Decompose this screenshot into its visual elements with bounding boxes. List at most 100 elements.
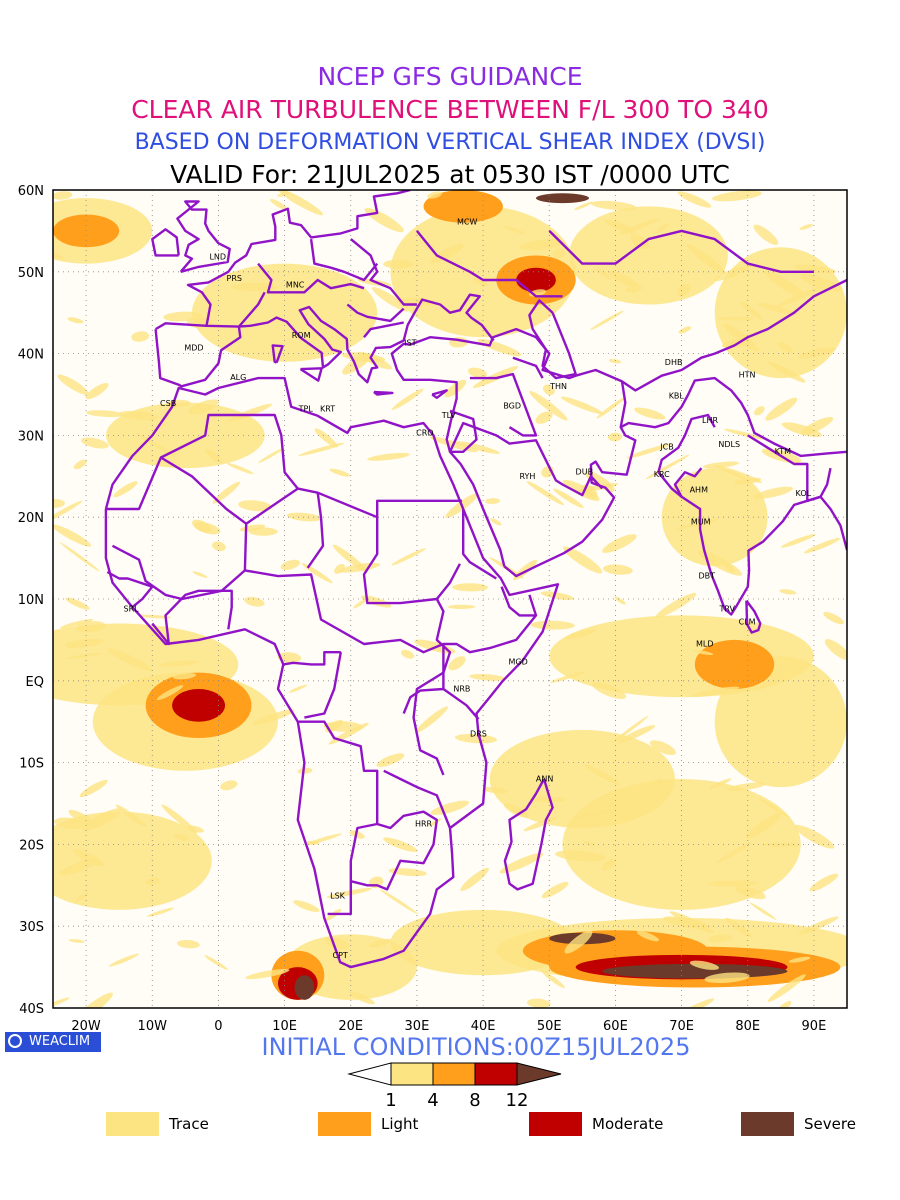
turbulence-streak (288, 684, 308, 693)
turbulence-streak (608, 358, 622, 364)
turbulence-streak (530, 620, 575, 630)
turbulence-streak (53, 524, 92, 547)
station-label: MDD (184, 343, 203, 352)
turbulence-streak (72, 849, 105, 867)
turbulence-area-trace (661, 468, 768, 567)
turbulence-streak (649, 740, 676, 756)
turbulence-streak (677, 518, 719, 530)
boundary-line (548, 229, 814, 273)
lon-label: 70E (669, 1019, 694, 1034)
turbulence-streak (314, 428, 338, 448)
turbulence-streak (297, 767, 313, 774)
turbulence-streak (65, 597, 90, 610)
turbulence-streak (724, 428, 765, 440)
turbulence-streak (603, 564, 633, 575)
station-label: PRS (227, 274, 242, 283)
turbulence-streak (691, 686, 740, 697)
turbulence-streak (607, 270, 643, 290)
turbulence-streak (824, 639, 847, 661)
station-label: MLD (696, 639, 714, 648)
station-label: MGD (509, 657, 528, 666)
boundary-line (503, 778, 554, 891)
latitude-labels: 60N 50N 40N 30N 20N 10N EQ 10S 20S 30S 40S (18, 184, 44, 1017)
turbulence-streak (68, 939, 85, 943)
weaclim-logo: WEACLIM (5, 1032, 101, 1052)
turbulence-streak (192, 571, 208, 578)
turbulence-streak (430, 243, 464, 264)
turbulence-streak (526, 480, 565, 506)
title-product: NCEP GFS GUIDANCE (317, 62, 583, 91)
lat-label: EQ (26, 675, 44, 690)
turbulence-streak (172, 834, 190, 841)
turbulence-streak (550, 671, 586, 683)
turbulence-streak (119, 410, 159, 421)
station-label: TLV (441, 411, 456, 420)
station-label: IST (404, 338, 416, 347)
turbulence-streak (634, 407, 666, 420)
turbulence-streak (543, 384, 555, 396)
logo-text: WEACLIM (29, 1034, 91, 1049)
turbulence-streak (145, 877, 160, 885)
turbulence-streak (53, 997, 70, 1008)
turbulence-streak (583, 841, 596, 846)
station-label: KRT (320, 405, 335, 414)
turbulence-streak (611, 715, 649, 744)
station-label: DUB (576, 468, 594, 477)
turbulence-streak (793, 264, 837, 274)
boundary-line (363, 321, 404, 338)
turbulence-streak (131, 331, 150, 342)
legend-swatch-severe (741, 1112, 794, 1136)
turbulence-streak (324, 937, 350, 950)
boundary-line (469, 372, 538, 437)
lon-label: 60E (603, 1019, 628, 1034)
turbulence-area-trace (714, 656, 847, 788)
turbulence-streak (158, 660, 199, 667)
turbulence-streak (552, 248, 565, 260)
turbulence-streak (523, 817, 557, 832)
legend-label-severe: Severe (804, 1115, 856, 1133)
turbulence-streak (564, 930, 593, 954)
boundary-line (160, 413, 299, 490)
turbulence-streak (176, 939, 200, 949)
station-label: ROM (292, 331, 311, 340)
turbulence-area-moderate (516, 267, 556, 293)
turbulence-streak (85, 383, 109, 400)
lat-label: 40N (18, 348, 44, 363)
boundary-line (528, 299, 577, 380)
turbulence-streak (75, 892, 89, 902)
boundary-line (309, 238, 379, 282)
turbulence-area-severe (536, 193, 589, 204)
turbulence-streak (655, 592, 697, 618)
turbulence-streak (277, 190, 324, 216)
turbulence-streak (64, 638, 104, 648)
legend-label-moderate: Moderate (592, 1115, 664, 1133)
turbulence-streak (778, 341, 793, 354)
station-label: KTM (775, 447, 792, 456)
turbulence-streak (156, 685, 184, 701)
turbulence-streak (735, 886, 766, 900)
turbulence-streak (617, 725, 656, 743)
turbulence-area-trace (191, 263, 378, 362)
turbulence-streak (608, 432, 623, 442)
turbulence-area-severe (294, 975, 315, 1000)
boundary-line (151, 228, 180, 257)
turbulence-streak (693, 649, 714, 656)
turbulence-streak (711, 190, 762, 202)
turbulence-streak (575, 808, 623, 819)
turbulence-area-light (423, 190, 503, 223)
turbulence-streak (187, 825, 204, 833)
turbulence-streak (714, 465, 763, 483)
lon-label: 0 (214, 1019, 222, 1034)
station-label: CLM (739, 617, 756, 626)
turbulence-streak (777, 1001, 792, 1008)
lon-label: 10E (272, 1019, 297, 1034)
boundary-line (106, 570, 154, 609)
longitude-labels: 20W 10W 0 10E 20E 30E 40E 50E 60E 70E 80E 90E (71, 1019, 826, 1034)
station-label: NDLS (718, 440, 740, 449)
boundary-line (306, 492, 325, 569)
turbulence-streak (286, 512, 322, 522)
initial-conditions: INITIAL CONDITIONS:00Z15JUL2025 (261, 1033, 691, 1061)
title-method: BASED ON DEFORMATION VERTICAL SHEAR INDE… (134, 130, 766, 155)
turbulence-streak (391, 548, 426, 566)
turbulence-streak (595, 267, 611, 280)
